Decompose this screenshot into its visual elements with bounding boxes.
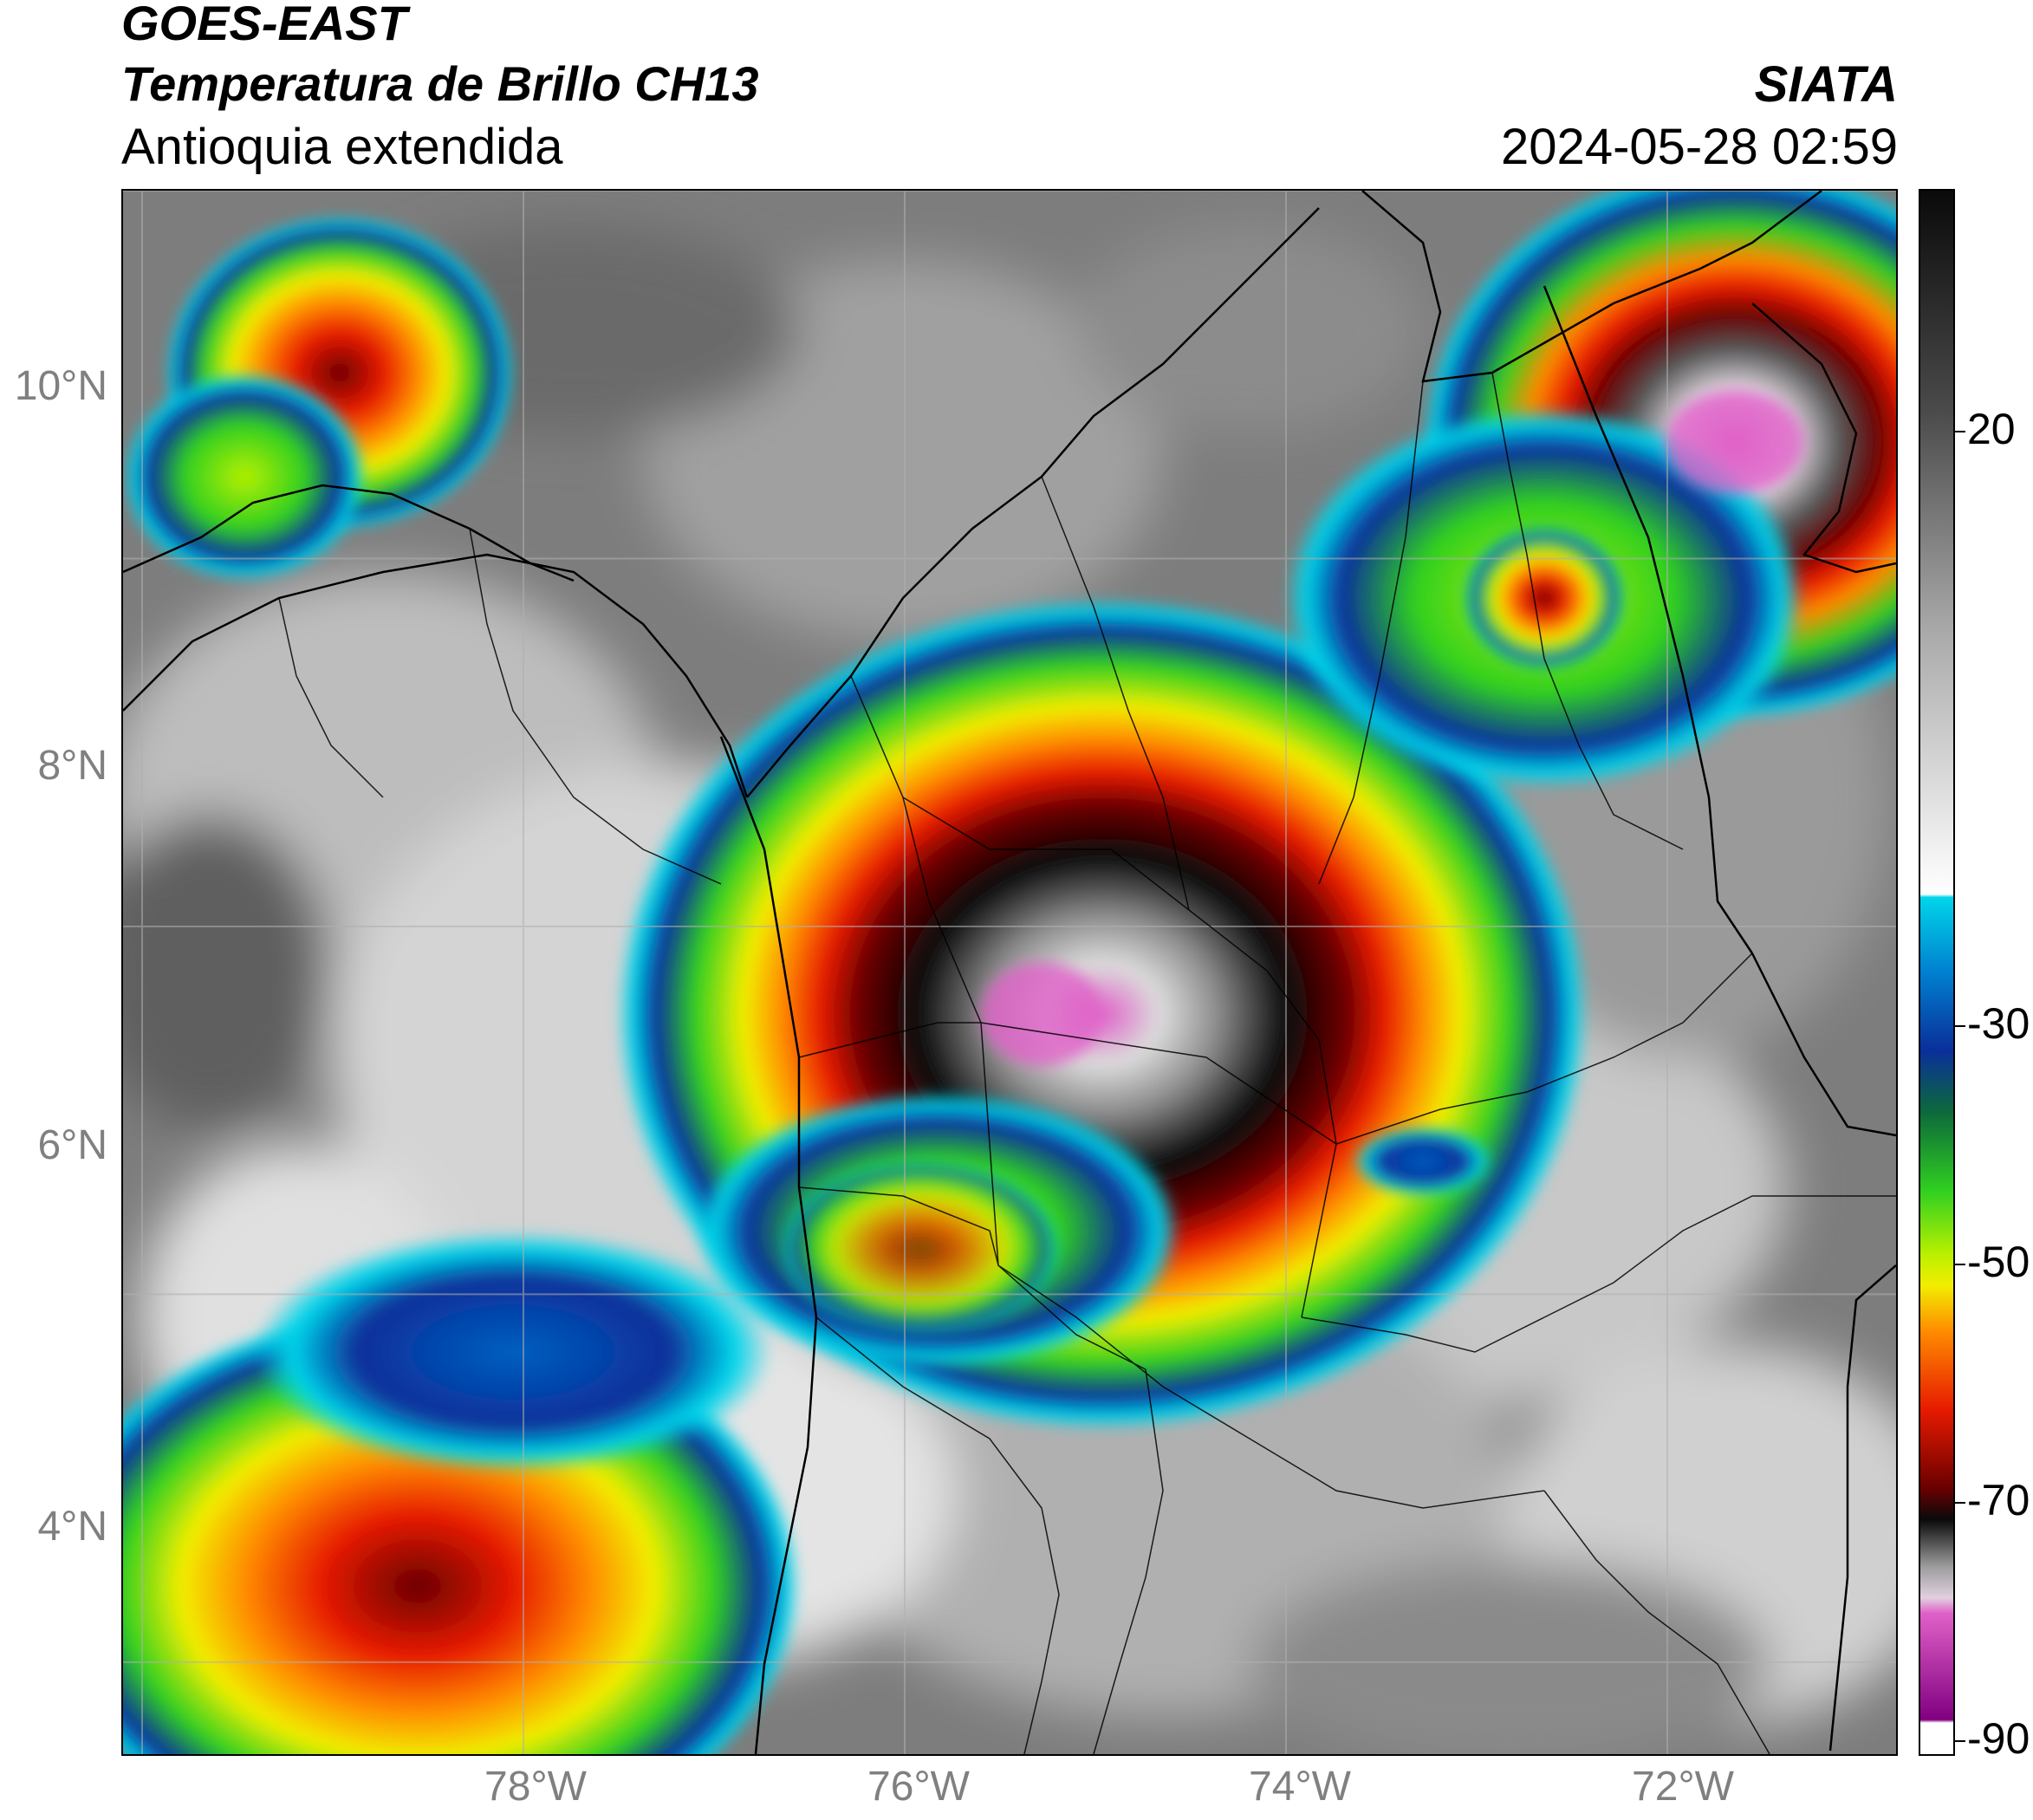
colorbar-tick-20 (1955, 431, 1965, 432)
coastline-panama-north (123, 484, 575, 582)
colombia-venezuela-border (1543, 285, 1754, 954)
timestamp-label: 2024-05-28 02:59 (1501, 119, 1898, 175)
map-canvas (123, 191, 1896, 1754)
coastline-guajira (1361, 191, 1822, 383)
organization-label: SIATA (1754, 56, 1898, 113)
colorbar-label-m90: -90 (1967, 1714, 2030, 1763)
border-east (1750, 952, 1896, 1137)
colorbar-label-m50: -50 (1967, 1238, 2030, 1286)
border-southeast (1828, 1264, 1896, 1752)
region-subtitle: Antioquia extendida (121, 119, 563, 175)
ne-overshooting-top (1666, 390, 1804, 494)
small-blue-cell (1354, 1127, 1492, 1196)
colorbar-label-20: 20 (1967, 405, 2016, 453)
lake-maracaibo (1751, 302, 1896, 574)
main-overshooting-top (981, 962, 1102, 1066)
lat-tick-8n: 8°N (37, 743, 107, 789)
temperature-colorbar (1919, 189, 1955, 1756)
lon-tick-78w: 78°W (484, 1764, 587, 1810)
south-warm-cell (782, 1161, 1059, 1335)
colorbar-tick-m30 (1955, 1025, 1965, 1027)
colorbar-tick-m70 (1955, 1502, 1965, 1504)
gridlines (123, 191, 1896, 1754)
satellite-map[interactable] (121, 189, 1898, 1756)
colorbar-tick-m90 (1955, 1740, 1965, 1742)
lat-tick-6n: 6°N (37, 1122, 107, 1168)
department-borders (278, 372, 1896, 1754)
southwest-blue-band (253, 1231, 773, 1473)
lat-tick-10n: 10°N (14, 363, 107, 409)
satellite-title: GOES-EAST (121, 0, 407, 50)
convective-cells (123, 191, 1896, 1754)
lon-tick-72w: 72°W (1632, 1764, 1734, 1810)
product-title: Temperatura de Brillo CH13 (121, 56, 759, 111)
colorbar-label-m70: -70 (1967, 1476, 2030, 1524)
secondary-cell-ne (1466, 529, 1622, 667)
country-borders (123, 191, 1896, 1754)
colorbar-tick-m50 (1955, 1264, 1965, 1265)
lat-tick-4n: 4°N (37, 1504, 107, 1550)
lon-tick-76w: 76°W (867, 1764, 970, 1810)
pacific-coastline (719, 736, 818, 1754)
lon-tick-74w: 74°W (1249, 1764, 1351, 1810)
northwest-green-cell (123, 373, 366, 581)
colorbar-label-m30: -30 (1967, 999, 2030, 1048)
